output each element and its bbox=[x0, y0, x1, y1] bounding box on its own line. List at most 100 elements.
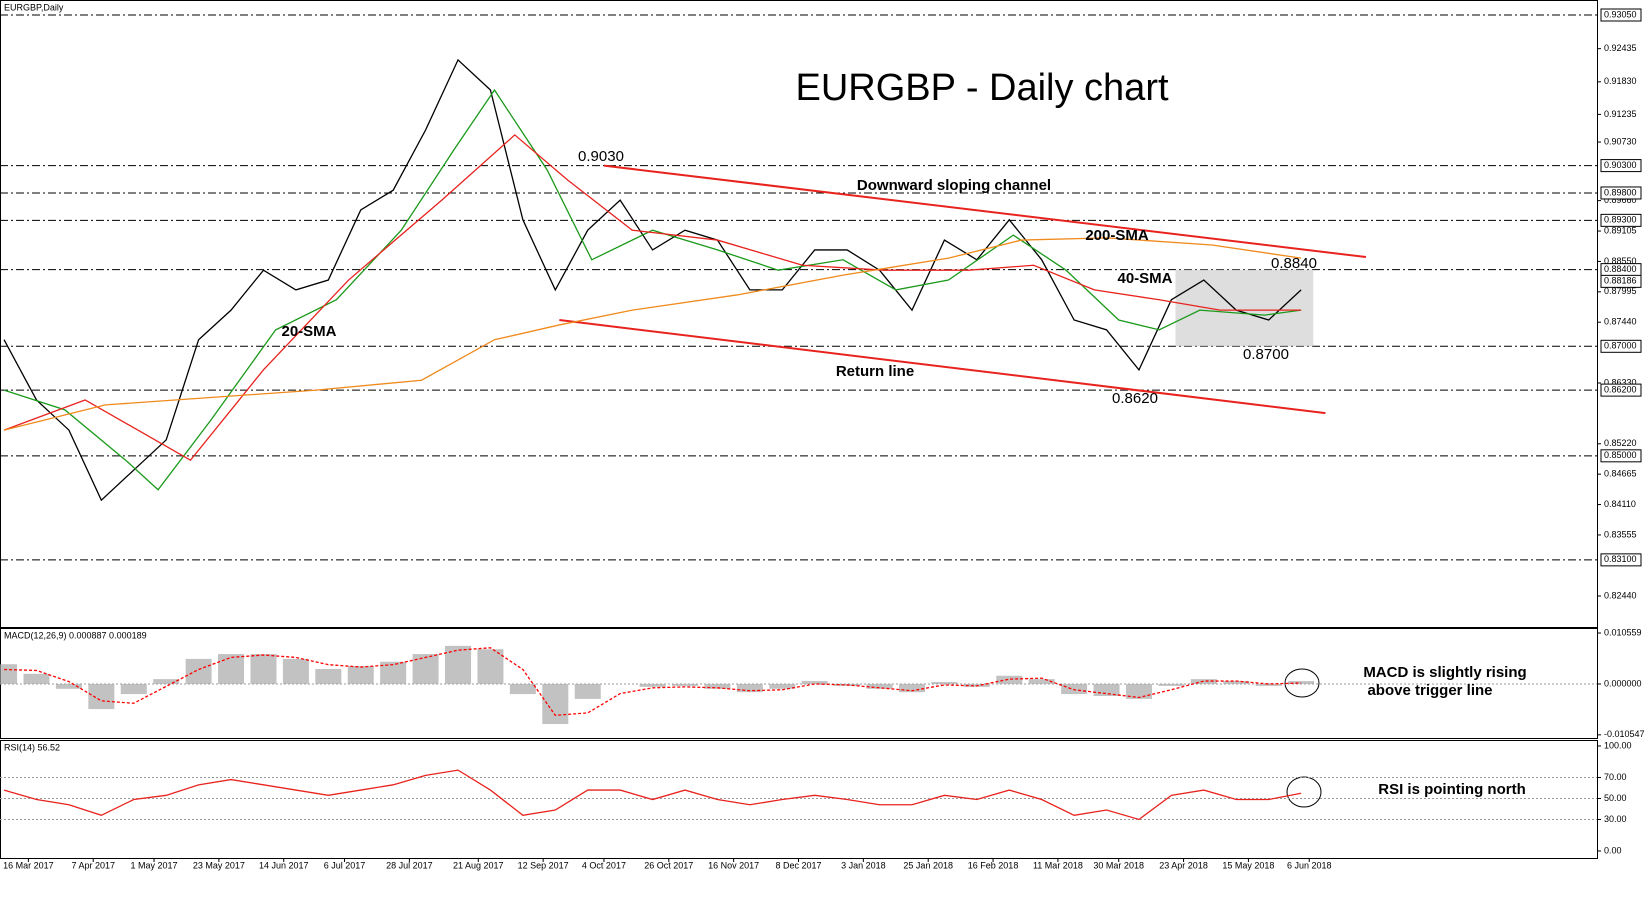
series-label: 200-SMA bbox=[1085, 227, 1149, 244]
histogram-bar bbox=[736, 683, 763, 693]
x-tick-label: 8 Dec 2017 bbox=[775, 860, 821, 870]
rsi-highlight bbox=[1286, 776, 1322, 808]
histogram-bar bbox=[769, 683, 796, 689]
x-tick-label: 11 Mar 2018 bbox=[1033, 860, 1083, 870]
chart-title: EURGBP - Daily chart bbox=[795, 67, 1169, 109]
x-tick-label: 23 May 2017 bbox=[193, 860, 245, 870]
histogram-bar bbox=[704, 683, 731, 689]
annotation: RSI is pointing north bbox=[1378, 781, 1525, 798]
histogram-bar bbox=[250, 654, 277, 684]
histogram-bar bbox=[282, 658, 309, 684]
level-box bbox=[1600, 159, 1642, 173]
x-tick-label: 23 Apr 2018 bbox=[1159, 860, 1208, 870]
range-box bbox=[1175, 269, 1314, 347]
y-tick-label: 0.85220 bbox=[1604, 438, 1637, 448]
annotation: 0.8840 bbox=[1271, 255, 1317, 272]
macd-highlight bbox=[1284, 668, 1320, 698]
annotation: Downward sloping channel bbox=[857, 177, 1051, 194]
panel-label: MACD(12,26,9) 0.000887 0.000189 bbox=[4, 630, 147, 640]
x-tick-label: 15 May 2018 bbox=[1222, 860, 1274, 870]
level-box bbox=[1600, 186, 1642, 200]
panel-label: RSI(14) 56.52 bbox=[4, 742, 60, 752]
y-tick-label: 0.91235 bbox=[1604, 109, 1637, 119]
x-tick-label: 16 Mar 2017 bbox=[3, 860, 54, 870]
histogram-bar bbox=[1125, 683, 1152, 699]
y-tick-label: 100.00 bbox=[1604, 740, 1632, 750]
y-tick-label: 0.84665 bbox=[1604, 469, 1637, 479]
series-line bbox=[3, 769, 1302, 821]
main-frame bbox=[0, 0, 1598, 628]
x-tick-label: 28 Jul 2017 bbox=[386, 860, 433, 870]
series-line bbox=[3, 88, 1302, 491]
y-tick-label: 0.83555 bbox=[1604, 529, 1637, 539]
level-label: 0.85000 bbox=[1604, 450, 1637, 460]
y-tick-label: 0.87440 bbox=[1604, 317, 1637, 327]
y-tick-label: 0.88550 bbox=[1604, 256, 1637, 266]
x-tick-label: 30 Mar 2018 bbox=[1093, 860, 1144, 870]
y-tick-label: 0.87995 bbox=[1604, 286, 1637, 296]
y-tick-label: 0.84110 bbox=[1604, 499, 1636, 509]
y-tick-label: 0.89105 bbox=[1604, 225, 1637, 235]
annotation: Return line bbox=[836, 363, 914, 380]
series-line bbox=[3, 134, 1302, 462]
histogram-bar bbox=[412, 654, 439, 684]
x-tick-label: 16 Feb 2018 bbox=[968, 860, 1019, 870]
x-tick-label: 12 Sep 2017 bbox=[518, 860, 569, 870]
level-box bbox=[1600, 553, 1642, 567]
x-tick-label: 6 Jul 2017 bbox=[324, 860, 366, 870]
level-label: 0.86200 bbox=[1604, 384, 1637, 394]
x-tick-label: 21 Aug 2017 bbox=[453, 860, 504, 870]
series-label: 40-SMA bbox=[1117, 270, 1172, 287]
level-box bbox=[1600, 383, 1642, 397]
histogram-bar bbox=[1190, 679, 1217, 684]
histogram-bar bbox=[380, 661, 407, 684]
histogram-bar bbox=[574, 683, 601, 699]
y-tick-label: -0.010547 bbox=[1604, 729, 1645, 739]
x-tick-label: 7 Apr 2017 bbox=[71, 860, 115, 870]
series-line bbox=[4, 647, 1302, 717]
y-tick-label: 70.00 bbox=[1604, 772, 1627, 782]
level-label: 0.89800 bbox=[1604, 187, 1637, 197]
y-tick-label: 0.010559 bbox=[1604, 627, 1642, 637]
histogram-bar bbox=[88, 683, 115, 710]
histogram-bar bbox=[1061, 683, 1088, 695]
level-label: 0.87000 bbox=[1604, 341, 1637, 351]
histogram-bar bbox=[509, 683, 536, 695]
series-line bbox=[3, 58, 1302, 502]
x-tick-label: 4 Oct 2017 bbox=[582, 860, 626, 870]
histogram-bar bbox=[542, 683, 569, 725]
histogram-bar bbox=[801, 681, 828, 684]
y-tick-label: 0.90730 bbox=[1604, 136, 1637, 146]
y-tick-label: 50.00 bbox=[1604, 793, 1627, 803]
x-tick-label: 16 Nov 2017 bbox=[708, 860, 759, 870]
last-price-box bbox=[1600, 274, 1642, 288]
histogram-bar bbox=[153, 679, 180, 684]
level-label: 0.89300 bbox=[1604, 215, 1637, 225]
x-tick-label: 26 Oct 2017 bbox=[644, 860, 693, 870]
histogram-bar bbox=[866, 683, 893, 689]
histogram-bar bbox=[218, 654, 245, 684]
level-box bbox=[1600, 339, 1642, 353]
level-box bbox=[1600, 213, 1642, 227]
channel-line bbox=[603, 164, 1367, 259]
y-tick-label: 0.91830 bbox=[1604, 76, 1637, 86]
x-tick-label: 14 Jun 2017 bbox=[259, 860, 309, 870]
histogram-bar bbox=[347, 666, 374, 684]
histogram-bar bbox=[120, 683, 147, 695]
annotation: MACD is slightly rising bbox=[1363, 664, 1526, 681]
level-box bbox=[1600, 8, 1642, 22]
annotation: 0.8700 bbox=[1243, 346, 1289, 363]
histogram-bar bbox=[898, 683, 925, 693]
annotation: 0.9030 bbox=[578, 148, 624, 165]
histogram-bar bbox=[1288, 681, 1315, 684]
histogram-bar bbox=[639, 683, 666, 687]
y-tick-label: 0.92435 bbox=[1604, 43, 1637, 53]
x-tick-label: 3 Jan 2018 bbox=[841, 860, 886, 870]
level-label: 0.90300 bbox=[1604, 160, 1637, 170]
y-tick-label: 30.00 bbox=[1604, 814, 1627, 824]
panel-label: EURGBP,Daily bbox=[4, 2, 64, 12]
histogram-bar bbox=[477, 649, 504, 684]
y-tick-label: 0.89660 bbox=[1604, 195, 1637, 205]
x-tick-label: 6 Jun 2018 bbox=[1287, 860, 1332, 870]
